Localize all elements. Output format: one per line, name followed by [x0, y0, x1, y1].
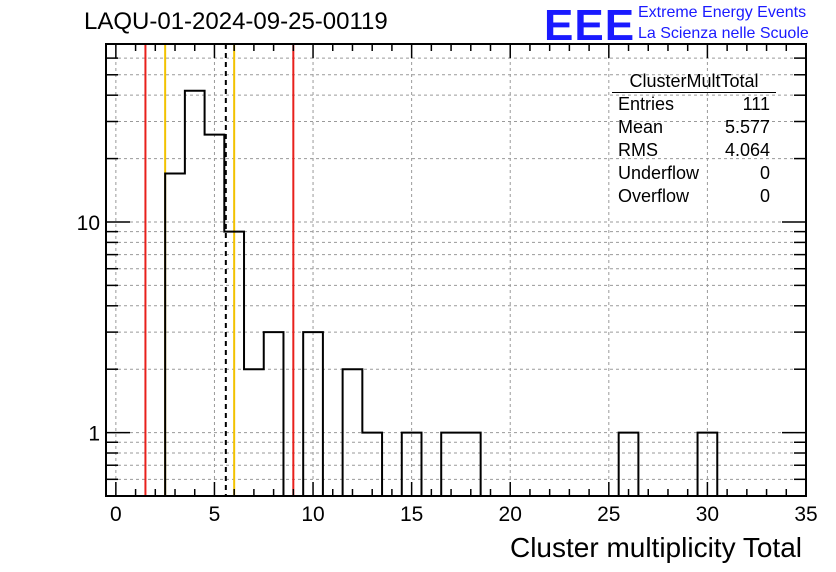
- stats-name: ClusterMultTotal: [612, 70, 776, 93]
- stats-label: Mean: [618, 117, 664, 137]
- stats-row: Mean 5.577: [612, 116, 776, 139]
- plot-frame: [105, 43, 807, 497]
- x-axis-label: Cluster multiplicity Total: [509, 532, 802, 563]
- y-tick-label: 1: [88, 423, 100, 446]
- stats-value: 0: [759, 163, 770, 183]
- x-tick-label: 0: [110, 503, 122, 526]
- grid: [106, 44, 806, 496]
- x-tick-label: 25: [597, 503, 620, 526]
- brand-line-2: La Scienza nelle Scuole: [638, 25, 809, 42]
- y-tick-label: 10: [77, 212, 100, 235]
- stats-label: Overflow: [618, 186, 690, 206]
- x-tick-label: 5: [209, 503, 221, 526]
- stats-value: 0: [759, 186, 770, 206]
- axis-ticks: [106, 44, 807, 496]
- stats-value: 4.064: [724, 140, 770, 160]
- stats-value: 5.577: [724, 117, 770, 137]
- tick-labels: 0 5 10 15 20 25 30 35 1 10: [77, 212, 818, 526]
- x-tick-label: 15: [400, 503, 423, 526]
- stats-label: Underflow: [618, 163, 700, 183]
- x-tick-label: 10: [301, 503, 324, 526]
- chart-title: LAQU-01-2024-09-25-00119: [84, 8, 388, 35]
- stats-row: Underflow 0: [612, 162, 776, 185]
- histogram-bin: [461, 433, 481, 496]
- histogram-bin: [264, 332, 284, 496]
- x-tick-label: 35: [794, 503, 817, 526]
- stats-box: ClusterMultTotal Entries 111 Mean 5.577 RM…: [612, 70, 776, 208]
- stats-row: RMS 4.064: [612, 139, 776, 162]
- stats-label: RMS: [618, 140, 658, 160]
- x-tick-label: 20: [499, 503, 522, 526]
- brand-line-1: Extreme Energy Events: [638, 4, 807, 21]
- eee-logo: EEE: [544, 1, 636, 50]
- stats-label: Entries: [618, 94, 675, 114]
- x-tick-label: 30: [696, 503, 719, 526]
- histogram-outline: [164, 89, 719, 496]
- stats-row: Overflow 0: [612, 185, 776, 208]
- histogram-bin: [185, 91, 205, 496]
- stats-value: 111: [742, 94, 770, 114]
- stats-row: Entries 111: [612, 93, 776, 116]
- reference-lines: [144, 44, 295, 496]
